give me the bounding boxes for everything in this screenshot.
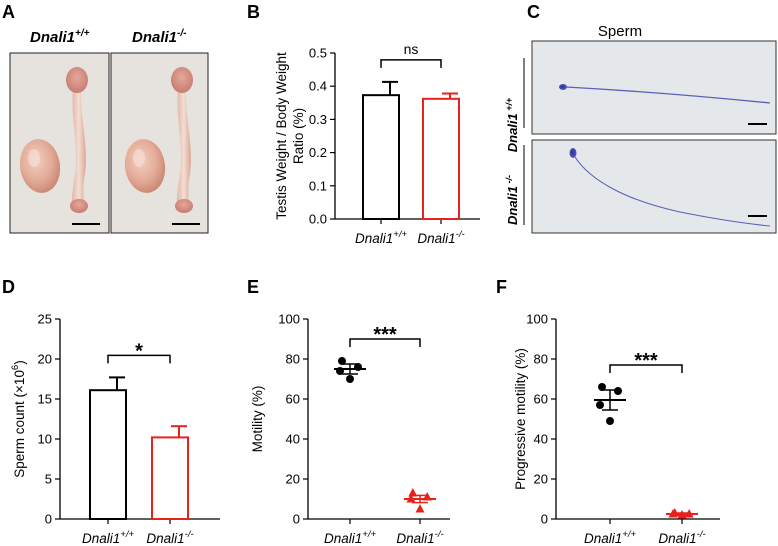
panel-a: Dnali1+/+ Dnali1-/- xyxy=(9,28,209,234)
panel-a-label-wt: Dnali1+/+ xyxy=(30,28,90,46)
data-point xyxy=(415,504,425,513)
y-tick-label: 40 xyxy=(534,432,548,447)
x-tick-label: Dnali1+/+ xyxy=(584,529,636,546)
y-tick-label: 0 xyxy=(293,512,300,527)
significance-label: *** xyxy=(634,350,658,372)
y-tick-label: 0.5 xyxy=(309,46,327,61)
y-tick-label: 0.3 xyxy=(309,112,327,127)
y-tick-label: 0.4 xyxy=(309,79,327,94)
x-tick-label: Dnali1-/- xyxy=(396,529,443,546)
panel-c: Sperm Dnali1 +/+ Dnali1 -/- xyxy=(504,23,777,234)
panel-a-label-ko: Dnali1-/- xyxy=(132,28,187,46)
significance-bracket xyxy=(380,59,442,68)
panel-c-row-label-ko: Dnali1 -/- xyxy=(504,175,520,225)
y-tick-label: 100 xyxy=(526,312,548,327)
testis-photo-ko xyxy=(110,52,209,234)
significance-label: ns xyxy=(404,41,419,57)
bar xyxy=(89,389,127,521)
data-point xyxy=(338,357,346,365)
chart-b: 0.0 0.1 0.2 0.3 0.4 0.5 Dnali1+/+ Dnali1-/- Test… xyxy=(274,41,480,246)
significance-label: *** xyxy=(373,324,397,346)
panel-letter-f: F xyxy=(496,277,507,297)
x-tick-label: Dnali1-/- xyxy=(146,529,193,546)
y-tick-label: 60 xyxy=(286,392,300,407)
panel-c-row-label-wt: Dnali1 +/+ xyxy=(504,97,520,152)
data-point xyxy=(598,383,606,391)
chart-e: 0 20 40 60 80 100 Dnali1+/+ Dnali1-/- Motility (… xyxy=(250,312,450,546)
significance-bracket xyxy=(107,354,171,364)
y-tick-label: 0.1 xyxy=(309,178,327,193)
bar xyxy=(422,97,460,220)
x-tick-label: Dnali1+/+ xyxy=(324,529,376,546)
sperm-image-ko xyxy=(531,139,777,234)
y-tick-label: 20 xyxy=(286,472,300,487)
x-tick-label: Dnali1+/+ xyxy=(82,529,134,546)
y-tick-label: 0.2 xyxy=(309,145,327,160)
y-axis-label: Progressive motility (%) xyxy=(513,348,528,490)
testis-photo-wt xyxy=(9,52,110,234)
y-axis-label: Sperm count (×106) xyxy=(10,360,27,477)
y-tick-label: 40 xyxy=(286,432,300,447)
bar xyxy=(362,94,400,220)
x-tick-label: Dnali1+/+ xyxy=(355,229,407,246)
chart-d: 0 5 10 15 20 25 Dnali1+/+ Dnali1-/- Sperm count … xyxy=(10,312,220,546)
significance-label: * xyxy=(135,340,143,362)
panel-letter-b: B xyxy=(247,2,260,22)
data-point xyxy=(614,387,622,395)
x-tick-label: Dnali1-/- xyxy=(417,229,464,246)
y-axis-label: Ratio (%) xyxy=(291,108,306,164)
y-tick-label: 10 xyxy=(38,432,52,447)
data-point xyxy=(346,375,354,383)
y-tick-label: 0 xyxy=(541,512,548,527)
panel-c-title: Sperm xyxy=(598,23,642,40)
chart-f: 0 20 40 60 80 100 Dnali1+/+ Dnali1-/- Progressiv… xyxy=(513,312,720,546)
y-tick-label: 60 xyxy=(534,392,548,407)
x-tick-label: Dnali1-/- xyxy=(658,529,705,546)
significance-bracket xyxy=(609,364,683,373)
y-axis-label: Testis Weight / Body Weight xyxy=(274,52,289,220)
y-tick-label: 20 xyxy=(38,352,52,367)
panel-letter-e: E xyxy=(247,277,259,297)
bar xyxy=(151,436,189,520)
data-point xyxy=(596,401,604,409)
y-tick-label: 0 xyxy=(45,512,52,527)
y-tick-label: 80 xyxy=(534,352,548,367)
panel-letter-a: A xyxy=(2,2,15,22)
y-tick-label: 80 xyxy=(286,352,300,367)
y-tick-label: 15 xyxy=(38,392,52,407)
significance-bracket xyxy=(349,338,421,347)
sperm-image-wt xyxy=(531,40,777,135)
y-tick-label: 25 xyxy=(38,312,52,327)
panel-letter-d: D xyxy=(2,277,15,297)
y-tick-label: 100 xyxy=(278,312,300,327)
y-tick-label: 0.0 xyxy=(309,212,327,227)
data-point xyxy=(606,417,614,425)
data-point xyxy=(408,488,418,497)
panel-letter-c: C xyxy=(527,2,540,22)
y-tick-label: 20 xyxy=(534,472,548,487)
y-axis-label: Motility (%) xyxy=(250,386,265,453)
y-tick-label: 5 xyxy=(45,472,52,487)
